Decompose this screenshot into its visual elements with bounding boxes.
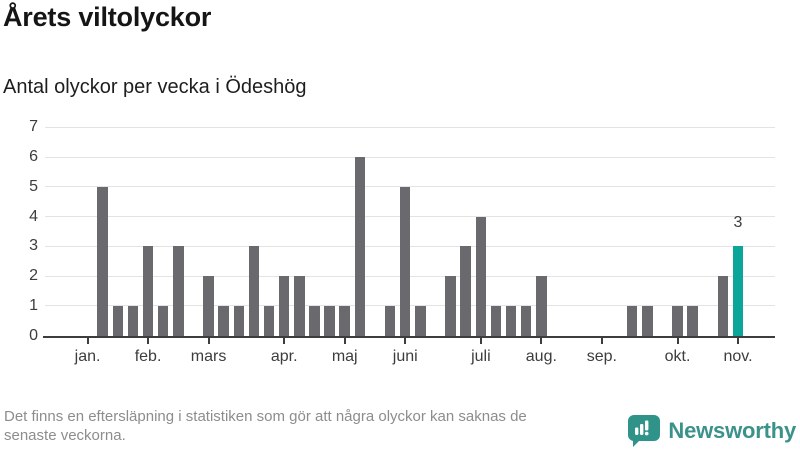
month-label-aug: aug. — [525, 347, 557, 365]
x-axis-tick-nov — [737, 338, 739, 344]
x-axis-tick-sep — [600, 338, 603, 344]
bar-week-17 — [294, 276, 305, 336]
y-axis-label-4: 4 — [29, 207, 38, 225]
bar-week-4 — [97, 186, 108, 336]
gridline-y-7 — [45, 126, 775, 128]
bar-week-8 — [157, 305, 169, 336]
bar-week-32 — [520, 305, 532, 336]
x-axis-tick-feb — [147, 338, 150, 344]
month-label-juni: juni — [392, 347, 418, 365]
bar-week-20 — [339, 305, 350, 336]
x-axis-tick-aug — [540, 338, 543, 344]
x-axis-tick-juli — [479, 338, 482, 344]
bar-week-23 — [384, 305, 396, 336]
y-axis-label-5: 5 — [29, 177, 38, 195]
footnote-line-1: Det finns en eftersläpning i statistiken… — [4, 408, 527, 425]
bar-week-30 — [490, 305, 502, 336]
month-label-apr: apr. — [270, 347, 298, 365]
bar-week-12 — [218, 305, 229, 336]
gridline-y-6 — [45, 156, 775, 158]
x-axis-tick-okt — [676, 338, 679, 344]
newsworthy-logo: Newsworthy — [627, 413, 796, 449]
footnote: Det finns en eftersläpning i statistiken… — [4, 408, 624, 446]
x-axis-tick-juni — [404, 338, 407, 344]
bar-week-18 — [309, 305, 320, 336]
bar-week-11 — [203, 276, 214, 336]
bar-week-7 — [142, 246, 154, 336]
month-label-maj: maj — [331, 347, 358, 365]
y-axis-label-0: 0 — [29, 326, 38, 344]
month-label-feb: feb. — [134, 347, 162, 365]
bar-week-45 — [717, 276, 729, 336]
bar-week-6 — [127, 305, 139, 336]
y-axis-label-3: 3 — [29, 237, 38, 255]
bar-week-24 — [399, 186, 411, 336]
x-axis-tick-maj — [343, 338, 346, 344]
bar-week-19 — [324, 305, 335, 336]
bar-week-15 — [263, 305, 275, 336]
month-label-okt: okt. — [664, 347, 691, 365]
bar-week-28 — [460, 246, 471, 336]
y-axis-label-6: 6 — [29, 148, 38, 165]
month-label-mars: mars — [190, 347, 227, 365]
highlighted-bar-value-label: 3 — [733, 214, 743, 232]
month-label-juli: juli — [471, 347, 491, 365]
chart-title: Årets viltolyckor — [3, 2, 212, 32]
bar-week-5 — [112, 305, 124, 336]
chart-subtitle: Antal olyckor per vecka i Ödeshög — [3, 76, 307, 98]
bar-week-42 — [672, 305, 683, 336]
month-label-jan: jan. — [74, 347, 101, 365]
bar-week-43 — [687, 305, 698, 336]
bar-week-33 — [536, 276, 547, 336]
footnote-line-2: senaste veckorna. — [4, 426, 126, 444]
bar-week-14 — [248, 246, 260, 336]
month-label-sep: sep. — [586, 347, 617, 365]
month-label-nov: nov. — [723, 347, 753, 365]
bar-week-31 — [505, 305, 517, 336]
bar-week-21 — [354, 157, 366, 336]
y-axis-label-7: 7 — [29, 118, 38, 136]
x-axis-tick-apr — [283, 338, 286, 344]
newsworthy-wordmark: Newsworthy — [668, 418, 796, 443]
bar-week-39 — [626, 305, 638, 336]
x-axis-tick-mars — [207, 338, 210, 344]
y-axis-label-2: 2 — [29, 267, 38, 284]
bar-week-25 — [415, 305, 426, 336]
bar-week-16 — [278, 276, 290, 336]
x-axis-tick-jan — [86, 338, 89, 344]
bar-week-27 — [445, 276, 456, 336]
newsworthy-bubble-chart-icon — [628, 415, 661, 447]
x-axis-line — [43, 335, 775, 338]
bar-week-9 — [173, 246, 184, 336]
bar-week-29 — [475, 216, 487, 336]
bar-week-46 — [732, 246, 744, 336]
bar-week-13 — [233, 305, 245, 336]
y-axis-label-1: 1 — [29, 296, 38, 314]
bar-week-40 — [642, 305, 653, 336]
